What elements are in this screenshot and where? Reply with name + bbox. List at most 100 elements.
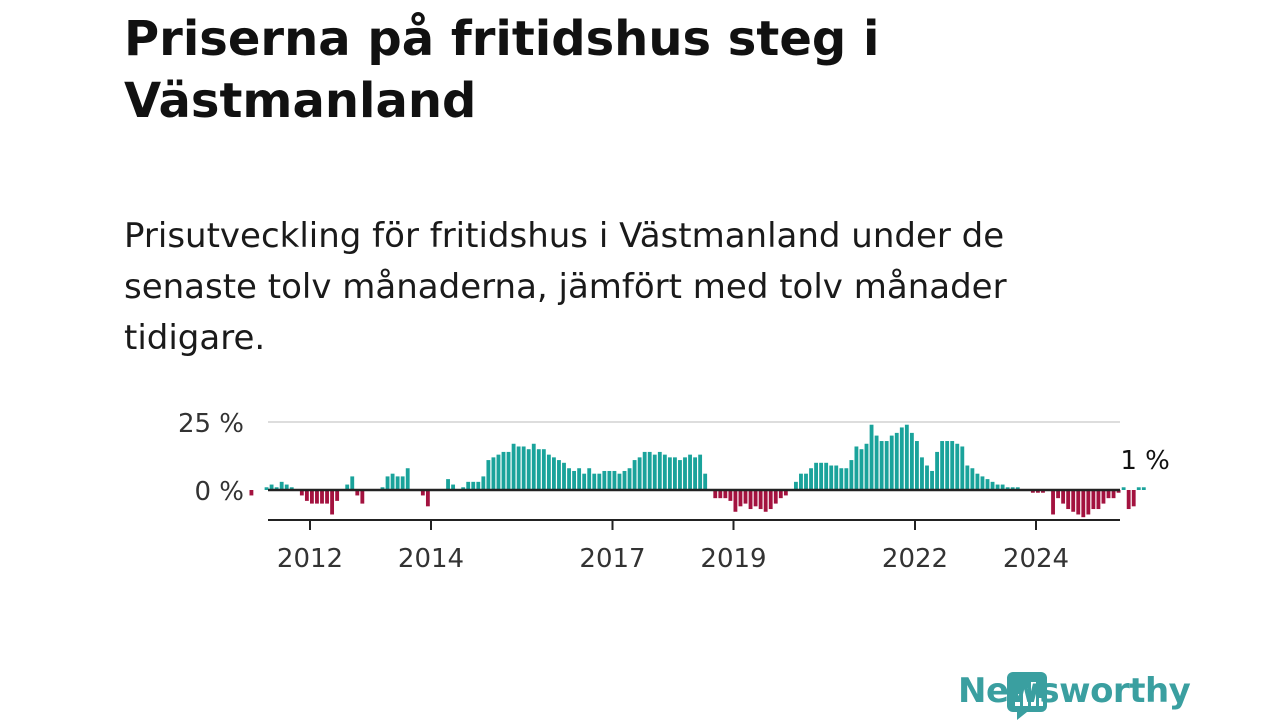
chart-bar bbox=[935, 451, 940, 490]
x-tick-label: 2012 bbox=[277, 544, 343, 574]
chart-bar bbox=[1101, 490, 1106, 504]
chart-bar bbox=[461, 487, 466, 490]
x-tick-label: 2017 bbox=[579, 544, 645, 574]
chart-bar bbox=[557, 460, 561, 490]
chart-bar bbox=[652, 454, 657, 490]
chart-bar bbox=[819, 462, 824, 490]
chart-bar bbox=[582, 473, 587, 490]
chart-bar bbox=[637, 457, 642, 490]
chart-bar bbox=[471, 481, 476, 490]
chart-bar bbox=[1086, 490, 1091, 515]
chart-bar bbox=[315, 490, 319, 504]
chart-bar bbox=[678, 460, 682, 490]
chart-bar bbox=[970, 468, 975, 490]
chart-bar bbox=[521, 446, 526, 490]
chart-bar bbox=[778, 490, 783, 499]
chart-bar bbox=[279, 481, 284, 490]
chart-bar bbox=[446, 479, 450, 490]
chart-bar bbox=[1000, 484, 1005, 490]
chart-bar bbox=[683, 457, 687, 490]
chart-bar bbox=[627, 468, 632, 490]
chart-bar bbox=[516, 446, 521, 490]
chart-bar bbox=[738, 490, 743, 507]
chart-bar bbox=[743, 490, 748, 504]
chart-bar bbox=[950, 441, 955, 490]
chart-bar bbox=[617, 473, 622, 490]
newsworthy-logo-icon bbox=[1007, 672, 1047, 720]
chart-bar bbox=[1041, 490, 1045, 493]
chart-bar bbox=[526, 449, 531, 490]
chart-bar bbox=[390, 473, 395, 490]
chart-bar bbox=[799, 473, 803, 490]
chart-bar bbox=[804, 473, 808, 490]
chart-bar bbox=[1066, 490, 1071, 510]
chart-bar bbox=[662, 454, 667, 490]
chart-bar bbox=[1106, 490, 1111, 499]
x-tick-label: 2024 bbox=[1003, 544, 1069, 574]
chart-bar bbox=[1010, 487, 1015, 490]
chart-bar bbox=[990, 481, 995, 490]
chart-bar bbox=[814, 462, 819, 490]
chart-bar bbox=[481, 476, 486, 490]
chart-bar bbox=[859, 449, 864, 490]
chart-bar bbox=[466, 481, 471, 490]
chart-bar bbox=[884, 441, 889, 490]
chart-bar bbox=[289, 487, 294, 490]
chart-bar bbox=[1081, 490, 1086, 518]
chart-bar bbox=[667, 457, 672, 490]
chart-bar bbox=[536, 449, 541, 490]
chart-bar bbox=[899, 427, 904, 490]
chart-bar bbox=[945, 441, 950, 490]
chart-bar bbox=[1056, 490, 1061, 499]
chart-bar bbox=[511, 443, 516, 490]
chart-bar bbox=[773, 490, 778, 504]
chart-bar bbox=[920, 457, 924, 490]
chart-bar bbox=[960, 446, 965, 490]
chart-bar bbox=[602, 470, 607, 490]
chart-bar bbox=[597, 473, 602, 490]
chart-bar bbox=[1111, 490, 1116, 499]
chart-bar bbox=[1061, 490, 1066, 504]
chart-bar bbox=[567, 468, 571, 490]
chart-bar bbox=[723, 490, 728, 499]
chart-bar bbox=[753, 490, 758, 507]
chart-bar bbox=[703, 473, 708, 490]
chart-bar bbox=[1071, 490, 1076, 512]
chart-bar bbox=[335, 490, 340, 501]
chart-bar bbox=[955, 443, 960, 490]
chart-bar bbox=[572, 470, 577, 490]
chart-bar bbox=[965, 465, 970, 490]
chart-subtitle: Prisutveckling för fritidshus i Västmanl… bbox=[124, 216, 1007, 358]
chart-bar bbox=[768, 490, 773, 510]
chart-bar bbox=[1051, 490, 1055, 515]
chart-bar bbox=[657, 451, 662, 490]
y-tick-label: 0 % bbox=[194, 477, 244, 507]
chart-bar bbox=[824, 462, 829, 490]
chart-bar bbox=[839, 468, 844, 490]
chart-bar bbox=[501, 451, 506, 490]
x-tick-label: 2022 bbox=[882, 544, 948, 574]
chart-bar bbox=[718, 490, 723, 499]
chart-bar bbox=[794, 481, 798, 490]
chart-bar bbox=[622, 470, 627, 490]
chart-bar bbox=[673, 457, 677, 490]
chart-bar bbox=[607, 470, 612, 490]
chart-bar bbox=[330, 490, 335, 515]
chart-bar bbox=[506, 451, 511, 490]
chart-bar bbox=[940, 441, 945, 490]
chart-bar bbox=[360, 490, 365, 504]
chart-bar bbox=[930, 470, 934, 490]
chart-bar bbox=[698, 454, 703, 490]
chart-bar bbox=[879, 441, 884, 490]
chart-bar bbox=[783, 490, 788, 496]
chart-title: Priserna på fritidshus steg i Västmanlan… bbox=[124, 11, 880, 129]
last-value-label: 1 % bbox=[1120, 446, 1170, 476]
chart-bar bbox=[1091, 490, 1096, 510]
chart-bar bbox=[1036, 490, 1040, 493]
chart-bar bbox=[869, 424, 874, 490]
chart-bar bbox=[844, 468, 849, 490]
chart-bar bbox=[1076, 490, 1081, 515]
chart-bar bbox=[350, 476, 355, 490]
chart-bar bbox=[975, 473, 980, 490]
chart-bar bbox=[541, 449, 546, 490]
